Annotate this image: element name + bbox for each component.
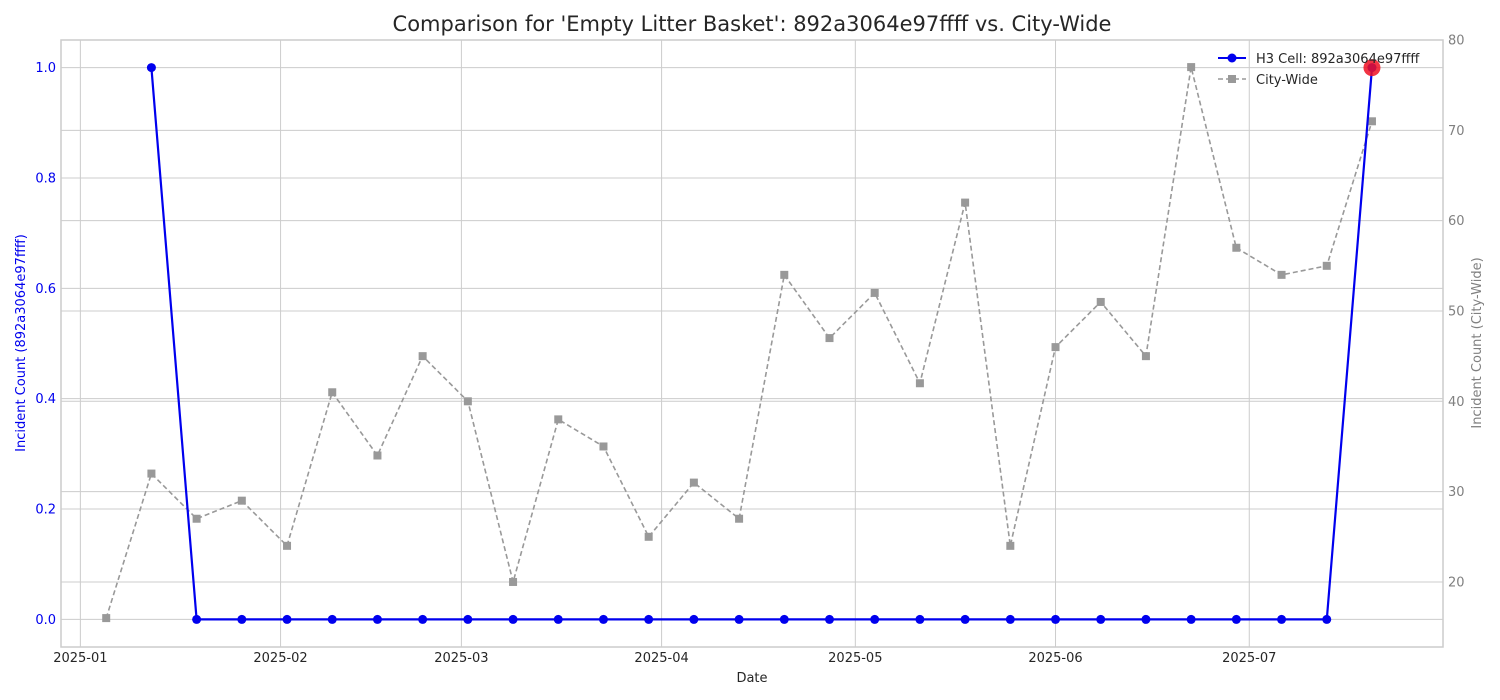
city-wide-point <box>825 334 834 343</box>
city-wide-point <box>418 352 427 361</box>
city-wide-point <box>1187 63 1196 72</box>
city-wide-point <box>780 270 789 279</box>
y-axis-left-label: Incident Count (892a3064e97ffff) <box>14 234 29 452</box>
h3-cell-point <box>734 614 744 624</box>
city-wide-point <box>192 514 201 523</box>
h3-cell-point <box>1231 614 1241 624</box>
city-wide-point <box>599 442 608 451</box>
h3-cell-point <box>1277 614 1287 624</box>
city-wide-point <box>870 288 879 297</box>
x-tick-label: 2025-06 <box>1028 651 1082 666</box>
city-wide-point <box>1277 270 1286 279</box>
h3-cell-point <box>553 614 563 624</box>
h3-cell-point <box>1096 614 1106 624</box>
h3-cell-point <box>237 614 247 624</box>
h3-cell-point <box>915 614 925 624</box>
h3-cell-point <box>644 614 654 624</box>
h3-cell-point <box>146 63 156 73</box>
y-right-tick-label: 60 <box>1448 214 1465 229</box>
h3-cell-point <box>779 614 789 624</box>
plot-area <box>102 59 1381 624</box>
city-wide-point <box>1096 297 1105 306</box>
x-tick-label: 2025-07 <box>1222 651 1276 666</box>
city-wide-point <box>1322 261 1331 270</box>
h3-cell-point <box>1141 614 1151 624</box>
h3-cell-point <box>1005 614 1015 624</box>
city-wide-point <box>915 379 924 388</box>
h3-cell-point <box>508 614 518 624</box>
y-left-tick-label: 0.2 <box>35 503 56 518</box>
x-tick-label: 2025-01 <box>53 651 107 666</box>
city-wide-point <box>147 469 156 478</box>
city-wide-point <box>644 532 653 541</box>
chart-title: Comparison for 'Empty Litter Basket': 89… <box>393 12 1112 36</box>
grid-lines <box>61 39 1443 647</box>
y-right-tick-label: 50 <box>1448 304 1465 319</box>
h3-cell-point <box>1051 614 1061 624</box>
city-wide-point <box>463 397 472 406</box>
x-axis-label: Date <box>736 671 767 686</box>
h3-cell-point <box>824 614 834 624</box>
city-wide-point <box>735 514 744 523</box>
legend-h3-label: H3 Cell: 892a3064e97ffff <box>1256 52 1420 67</box>
h3-cell-point <box>463 614 473 624</box>
legend-city-label: City-Wide <box>1256 73 1318 88</box>
city-wide-point <box>1051 343 1060 352</box>
y-right-tick-label: 30 <box>1448 485 1465 500</box>
x-tick-label: 2025-02 <box>253 651 307 666</box>
city-wide-line <box>105 66 1373 619</box>
h3-cell-point <box>960 614 970 624</box>
city-wide-point <box>509 577 518 586</box>
h3-cell-point <box>327 614 337 624</box>
h3-cell-line <box>150 67 1374 621</box>
city-wide-point <box>237 496 246 505</box>
legend-h3-marker <box>1227 53 1237 63</box>
city-wide-point <box>961 198 970 207</box>
city-wide-point <box>1141 352 1150 361</box>
city-wide-point <box>1367 117 1376 126</box>
y-right-tick-label: 20 <box>1448 575 1465 590</box>
y-right-tick-label: 80 <box>1448 34 1465 49</box>
y-left-tick-label: 0.6 <box>35 282 56 297</box>
city-wide-point <box>328 388 337 397</box>
h3-cell-point <box>689 614 699 624</box>
city-wide-point <box>283 541 292 550</box>
plot-frame <box>60 39 1444 648</box>
axis-ticks: 2025-01 2025-02 2025-03 2025-04 2025-05 2025-… <box>35 34 1464 667</box>
y-right-tick-label: 70 <box>1448 124 1465 139</box>
y-left-tick-label: 0.4 <box>35 392 56 407</box>
h3-cell-point <box>1322 614 1332 624</box>
y-right-tick-label: 40 <box>1448 395 1465 410</box>
city-wide-point <box>102 614 111 623</box>
h3-cell-point <box>192 614 202 624</box>
y-axis-right-label: Incident Count (City-Wide) <box>1470 257 1485 428</box>
y-left-tick-label: 1.0 <box>35 61 56 76</box>
h3-cell-point <box>598 614 608 624</box>
y-left-tick-label: 0.0 <box>35 613 56 628</box>
city-wide-point <box>1006 541 1015 550</box>
legend: H3 Cell: 892a3064e97ffff City-Wide <box>1218 52 1420 88</box>
y-left-tick-label: 0.8 <box>35 171 56 186</box>
h3-cell-point <box>870 614 880 624</box>
city-wide-point <box>689 478 698 487</box>
h3-cell-point <box>1186 614 1196 624</box>
city-wide-point <box>554 415 563 424</box>
h3-cell-point <box>282 614 292 624</box>
x-tick-label: 2025-04 <box>634 651 688 666</box>
x-tick-label: 2025-03 <box>434 651 488 666</box>
h3-cell-point <box>372 614 382 624</box>
h3-cell-point <box>418 614 428 624</box>
legend-city-marker <box>1228 75 1236 83</box>
city-wide-point <box>373 451 382 460</box>
city-wide-point <box>1232 243 1241 252</box>
x-tick-label: 2025-05 <box>828 651 882 666</box>
highlight-point <box>1363 59 1381 77</box>
